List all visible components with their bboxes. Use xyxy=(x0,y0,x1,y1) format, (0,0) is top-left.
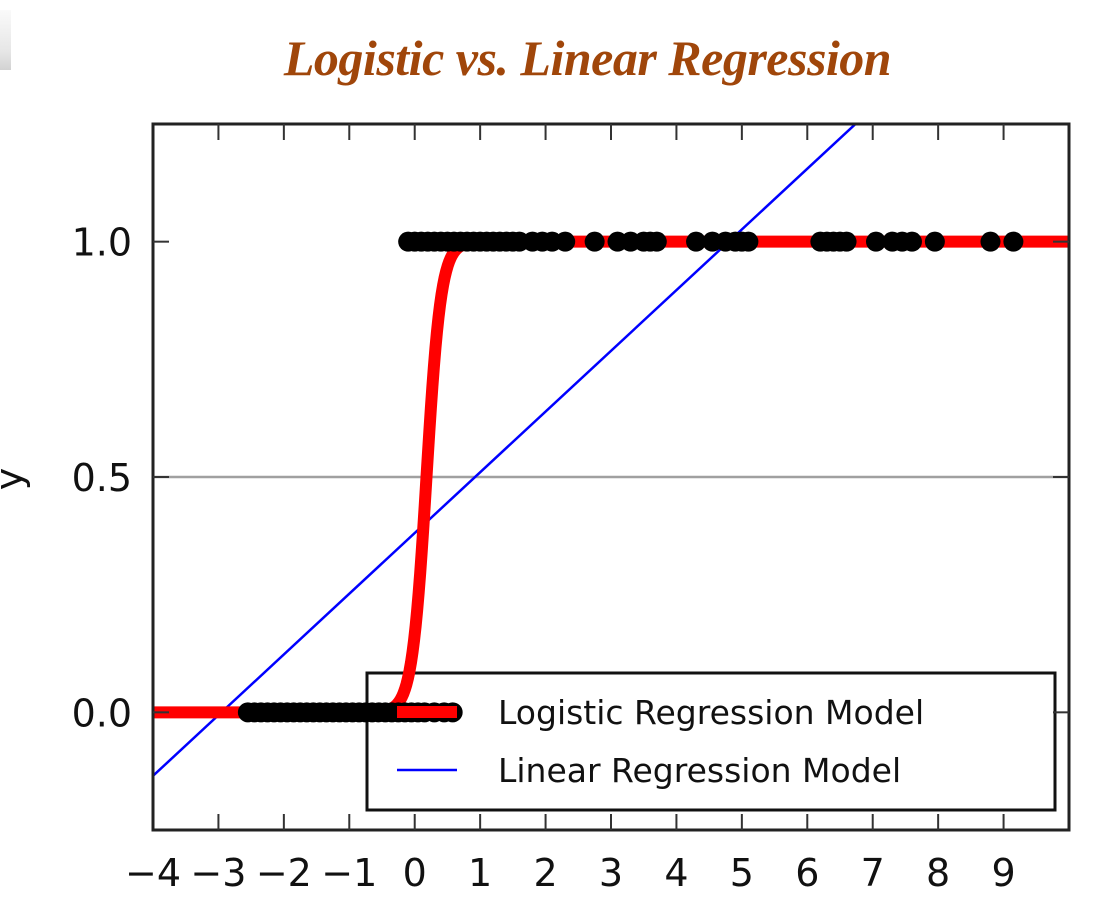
slide-edge-tab xyxy=(0,10,11,70)
x-tick-label: 7 xyxy=(861,851,885,895)
x-tick-label: 6 xyxy=(795,851,819,895)
y-tick-label: 1.0 xyxy=(72,221,132,265)
legend-frame xyxy=(365,671,1057,812)
y-tick-label: 0.5 xyxy=(72,456,132,500)
legend-label-logistic: Logistic Regression Model xyxy=(498,693,924,732)
legend-items: Logistic Regression Model Linear Regress… xyxy=(397,693,924,790)
series-layer xyxy=(153,124,1069,777)
x-tick-label: 4 xyxy=(664,851,688,895)
linear-regression-line xyxy=(153,124,858,777)
data-point xyxy=(980,231,1001,252)
x-tick-label: −2 xyxy=(256,851,312,895)
x-tick-label: 5 xyxy=(730,851,754,895)
slide-title: Logistic vs. Linear Regression xyxy=(283,30,892,86)
legend xyxy=(365,671,1057,812)
x-tick-label: −3 xyxy=(190,851,246,895)
x-tick-label: −1 xyxy=(321,851,377,895)
data-point xyxy=(584,231,605,252)
x-tick-label: 0 xyxy=(403,851,427,895)
data-point xyxy=(865,231,886,252)
y-axis-label: y xyxy=(0,468,31,491)
data-point xyxy=(646,231,667,252)
x-tick-label: 3 xyxy=(599,851,623,895)
legend-label-linear: Linear Regression Model xyxy=(498,751,901,790)
y-axis-tick-labels: 0.0 0.5 1.0 xyxy=(72,221,132,736)
data-point xyxy=(836,231,857,252)
x-tick-label: 1 xyxy=(468,851,492,895)
data-point xyxy=(1003,231,1024,252)
x-tick-label: 9 xyxy=(991,851,1015,895)
x-tick-label: 8 xyxy=(926,851,950,895)
x-axis-tick-labels: −4 −3 −2 −1 0 1 2 3 4 5 6 7 8 9 xyxy=(125,851,1016,895)
tick-marks xyxy=(153,124,1069,830)
x-tick-label: −4 xyxy=(125,851,181,895)
data-point xyxy=(738,231,759,252)
data-point xyxy=(901,231,922,252)
data-point xyxy=(555,231,576,252)
y-tick-label: 0.0 xyxy=(72,691,132,735)
data-point xyxy=(686,231,707,252)
data-point xyxy=(924,231,945,252)
x-tick-label: 2 xyxy=(533,851,557,895)
